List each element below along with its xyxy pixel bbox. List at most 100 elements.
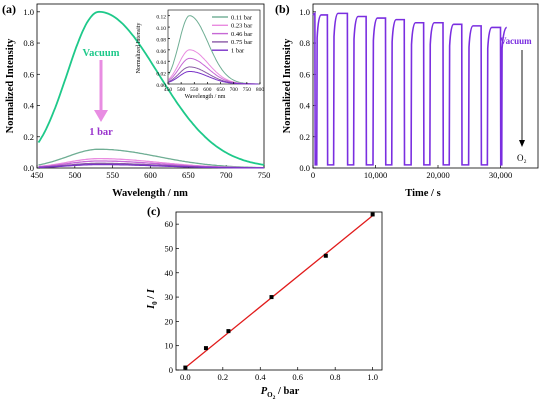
inset-xlabel: Wavelength / nm (185, 94, 226, 100)
panel-c-x-ticks: 0.0 0.2 0.4 0.6 0.8 1.0 (180, 367, 378, 382)
inset-ytick-label: 0.06 (156, 49, 166, 55)
panel-c-ytick-label: 0 (169, 365, 173, 375)
panel-a-inset: 450 500 550 600 650 700 750 800 0.000.020.040.0… (136, 9, 265, 100)
inset-curves (168, 15, 259, 85)
inset-y-ticks: 0.00 0.02 0.04 0.06 0.08 0.10 0.12 (156, 15, 170, 89)
panel-a-ylabel: Normalized Intensity (5, 38, 16, 134)
panel-a-ytick-label: 0.4 (23, 101, 34, 111)
panel-b-ytick-label: 0.6 (299, 69, 310, 79)
panel-c-point (226, 329, 231, 334)
panel-a-xtick-label: 700 (220, 170, 233, 180)
panel-a-arrow-head (94, 110, 108, 122)
inset-ytick-label: 0.02 (156, 72, 166, 78)
panel-a-xtick-label: 600 (144, 170, 157, 180)
inset-xtick-label: 500 (177, 87, 186, 93)
panel-b-xtick-label: 30,000 (489, 170, 512, 180)
panel-c-fit-line (184, 215, 374, 369)
panel-a-xtick-label: 450 (31, 170, 44, 180)
panel-c-xlabel: PO2 / bar (261, 386, 300, 401)
panel-b-label: (b) (275, 2, 290, 16)
panel-c: (c) 0.0 0.2 0.4 0.6 0.8 1.0 0 10 20 30 40 50 60 PO2… (146, 204, 383, 401)
panel-a-ytick-label: 0.6 (23, 69, 34, 79)
panel-c-ytick-label: 20 (165, 316, 174, 326)
inset-xtick-label: 600 (203, 87, 212, 93)
inset-legend-label: 0.23 bar (231, 23, 253, 30)
inset-series-4 (168, 71, 259, 85)
panel-c-xtick-label: 0.0 (180, 372, 191, 382)
panel-c-ytick-label: 50 (165, 243, 174, 253)
panel-c-point (203, 346, 208, 351)
annotation-o2: O₂ (517, 153, 527, 163)
panel-c-ytick-label: 40 (165, 268, 174, 278)
panel-b-ytick-label: 1.0 (299, 7, 310, 17)
inset-xtick-label: 750 (243, 87, 252, 93)
panel-a-ytick-label: 0.2 (23, 132, 34, 142)
panel-c-xtick-label: 1.0 (367, 372, 378, 382)
panel-b-xtick-label: 20,000 (426, 170, 449, 180)
panel-c-ytick-label: 60 (165, 219, 174, 229)
inset-x-ticks: 450 500 550 600 650 700 750 800 (164, 82, 265, 93)
panel-a-xtick-label: 650 (182, 170, 195, 180)
panel-b-frame (312, 3, 539, 169)
panel-a-x-ticks: 450 500 550 600 650 700 750 (31, 165, 270, 180)
panel-b-xtick-label: 10,000 (364, 170, 387, 180)
panel-b-arrow-head (519, 140, 525, 147)
panel-a-xlabel: Wavelength / nm (112, 188, 188, 199)
inset-ytick-label: 0.04 (156, 60, 166, 66)
panel-b-xlabel: Time / s (405, 188, 440, 199)
panel-c-label: (c) (147, 204, 160, 218)
panel-a-series-0 (37, 10, 265, 166)
panel-c-ylabel: I0 / I (146, 288, 159, 310)
annotation-1bar: 1 bar (89, 127, 113, 138)
panel-b-x-ticks: 0 10,000 20,000 30,000 (311, 165, 512, 180)
panel-c-xtick-label: 0.6 (292, 372, 303, 382)
panel-b-ytick-label: 0.8 (299, 38, 310, 48)
inset-legend-label: 0.46 bar (231, 31, 253, 38)
panel-c-y-ticks: 0 10 20 30 40 50 60 (165, 219, 179, 375)
inset-xtick-label: 650 (216, 87, 225, 93)
panel-a-xtick-label: 550 (106, 170, 119, 180)
panel-c-point (269, 295, 274, 300)
panel-c-xtick-label: 0.2 (218, 372, 229, 382)
inset-ytick-label: 0.08 (156, 37, 166, 43)
svg-text:PO2 / bar: PO2 / bar (261, 386, 300, 401)
inset-xtick-label: 800 (256, 87, 265, 93)
inset-legend-label: 1 bar (231, 48, 245, 55)
panel-b-ytick-label: 0.4 (299, 101, 310, 111)
panel-b-ylabel: Normalized Intensity (282, 38, 293, 134)
panel-b-xtick-label: 0 (311, 170, 315, 180)
inset-ytick-label: 0.00 (156, 83, 166, 89)
annotation-vacuum-a: Vacuum (83, 48, 120, 59)
annotation-vacuum-b: Vacuum (500, 36, 532, 46)
panel-a-series-5 (38, 163, 264, 169)
panel-a: (a) 450 500 550 600 650 700 750 0.0 0.2 0.4 0.6 0.… (2, 2, 270, 199)
inset-legend-label: 0.75 bar (231, 39, 253, 46)
inset-xtick-label: 450 (164, 87, 173, 93)
panel-a-xtick-label: 500 (68, 170, 81, 180)
panel-c-ytick-label: 30 (165, 292, 174, 302)
panel-b-ytick-label: 0.2 (299, 132, 310, 142)
panel-a-series-1 (38, 148, 264, 169)
panel-b: (b) 0 10,000 20,000 30,000 0.0 0.2 0.4 0.6 0.8 1… (275, 2, 539, 199)
inset-ylabel: Normalized Intensity (136, 23, 142, 74)
panel-a-label: (a) (2, 2, 16, 16)
panel-a-y-ticks: 0.0 0.2 0.4 0.6 0.8 1.0 (23, 7, 40, 173)
inset-xtick-label: 700 (230, 87, 239, 93)
panel-b-trace (312, 11, 508, 166)
panel-c-point (323, 253, 328, 258)
panel-a-ytick-label: 0.8 (23, 38, 34, 48)
inset-legend-label: 0.11 bar (231, 14, 253, 21)
panel-c-point (370, 212, 375, 217)
panel-c-ytick-label: 10 (165, 341, 174, 351)
inset-ytick-label: 0.12 (156, 15, 166, 21)
inset-ytick-label: 0.10 (156, 26, 166, 32)
inset-frame (167, 9, 261, 85)
panel-c-points (183, 212, 375, 370)
panel-c-xtick-label: 0.8 (330, 372, 341, 382)
panel-b-y-ticks: 0.0 0.2 0.4 0.6 0.8 1.0 (299, 7, 316, 173)
panel-c-frame (175, 211, 383, 371)
panel-a-ytick-label: 0.0 (23, 163, 34, 173)
